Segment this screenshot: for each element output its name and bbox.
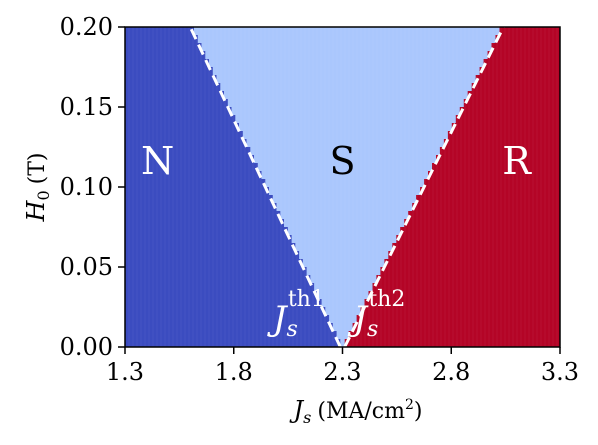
y-tick-label: 0.15 <box>60 93 113 121</box>
x-tick-label: 2.3 <box>323 358 361 386</box>
threshold-line-2 <box>343 26 505 348</box>
x-axis-ticks: 1.3 1.8 2.3 2.8 3.3 <box>106 347 579 386</box>
threshold-labels: Jsth1 Jsth2 <box>267 287 405 342</box>
plot-area <box>124 26 560 348</box>
y-tick-label: 0.20 <box>60 13 113 41</box>
y-axis-ticks: 0.00 0.05 0.10 0.15 0.20 <box>60 13 125 361</box>
threshold-label-1: Jsth1 <box>267 287 325 342</box>
region-label-r: R <box>502 139 532 183</box>
threshold-label-2: Jsth2 <box>347 287 405 342</box>
y-axis-label: H0(T) <box>22 153 53 223</box>
region-label-n: N <box>141 139 174 183</box>
x-tick-label: 2.8 <box>432 358 470 386</box>
region-r <box>344 27 560 347</box>
region-label-s: S <box>329 139 355 183</box>
x-axis-label: Js (MA/cm2) <box>289 396 423 427</box>
y-tick-label: 0.00 <box>60 333 113 361</box>
x-tick-label: 1.8 <box>215 358 253 386</box>
x-tick-label: 1.3 <box>106 358 144 386</box>
y-tick-label: 0.05 <box>60 253 113 281</box>
y-tick-label: 0.10 <box>60 173 113 201</box>
x-tick-label: 3.3 <box>541 358 579 386</box>
region-n <box>125 27 341 347</box>
threshold-line-1 <box>188 26 342 348</box>
